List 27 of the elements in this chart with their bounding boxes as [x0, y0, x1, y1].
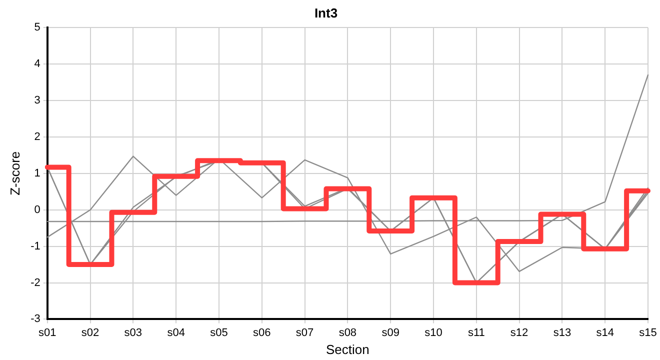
x-tick-label: s07: [296, 326, 314, 339]
x-axis-title: Section: [326, 342, 370, 357]
y-tick-label: 3: [34, 94, 40, 107]
y-tick-label: 2: [34, 130, 40, 143]
y-axis-title: Z-score: [7, 151, 22, 196]
x-tick-label: s08: [338, 326, 357, 339]
y-tick-label: -1: [30, 240, 40, 252]
y-tick-label: -3: [30, 313, 40, 326]
x-tick-label: s15: [639, 326, 657, 339]
x-tick-label: s06: [253, 326, 271, 339]
x-tick-label: s09: [382, 326, 400, 339]
x-tick-label: s12: [510, 326, 528, 339]
x-tick-label: s03: [124, 326, 142, 339]
x-tick-label: s14: [596, 326, 614, 339]
x-tick-label: s01: [38, 326, 56, 339]
y-tick-label: 5: [34, 22, 40, 34]
x-tick-label: s04: [167, 326, 185, 339]
y-tick-label: 0: [34, 204, 40, 216]
y-tick-label: 4: [34, 58, 40, 70]
x-tick-label: s02: [81, 326, 100, 339]
x-tick-label: s05: [210, 326, 228, 339]
x-tick-label: s13: [553, 326, 572, 339]
x-tick-label: s10: [424, 326, 442, 339]
y-tick-label: 1: [34, 167, 40, 180]
chart-title: Int3: [314, 5, 338, 20]
x-tick-label: s11: [468, 326, 485, 339]
y-tick-label: -2: [30, 276, 40, 289]
